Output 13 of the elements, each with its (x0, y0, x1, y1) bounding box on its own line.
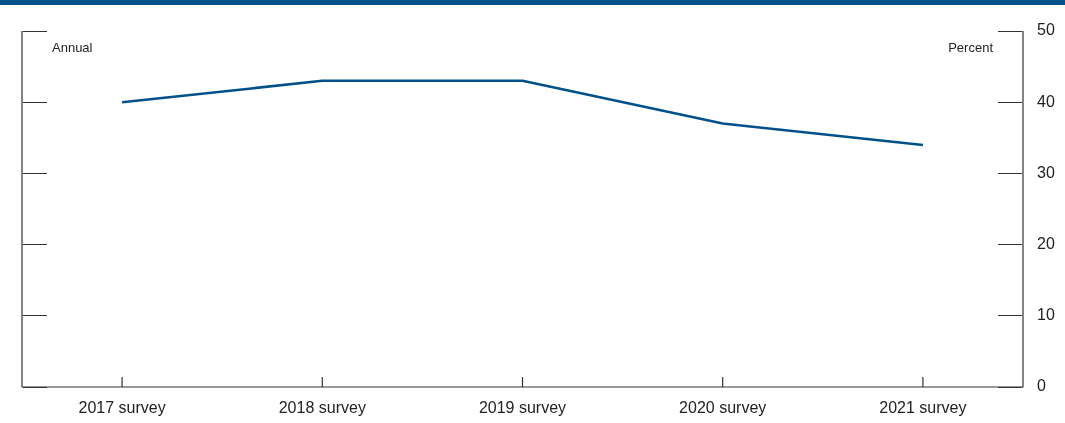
y-tick-label: 0 (1037, 377, 1046, 395)
x-tick-label: 2018 survey (278, 399, 366, 417)
annotation: Annual (52, 39, 93, 55)
y-tick-label: 30 (1037, 163, 1055, 181)
y-axis-title: Percent (948, 39, 994, 55)
y-tick-label: 20 (1037, 235, 1055, 253)
x-tick-label: 2017 survey (78, 399, 166, 417)
y-tick-label: 10 (1037, 306, 1055, 324)
y-tick-label: 40 (1037, 92, 1055, 110)
x-tick-label: 2020 survey (679, 399, 767, 417)
y-tick-label: 50 (1037, 21, 1055, 39)
x-tick-label: 2021 survey (879, 399, 967, 417)
x-tick-label: 2019 survey (478, 399, 567, 417)
